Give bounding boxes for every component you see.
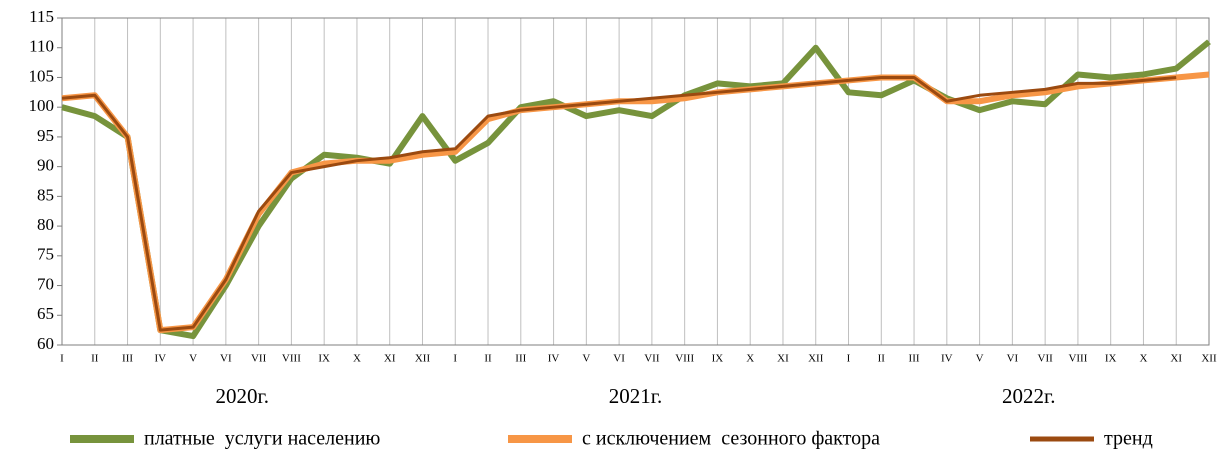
legend-label: тренд — [1104, 428, 1153, 450]
x-tick-label: XI — [1170, 353, 1182, 365]
x-tick-label: VII — [251, 353, 267, 365]
x-tick-label: II — [878, 353, 886, 365]
x-tick-label: V — [189, 353, 197, 365]
x-tick-label: X — [353, 353, 361, 365]
y-tick-label: 110 — [29, 37, 54, 56]
y-tick-label: 115 — [29, 7, 54, 26]
x-tick-label: III — [909, 353, 920, 365]
x-tick-label: XII — [1201, 353, 1217, 365]
x-tick-label: XI — [384, 353, 396, 365]
x-tick-label: V — [582, 353, 590, 365]
x-tick-label: VIII — [1068, 353, 1087, 365]
x-tick-label: VII — [644, 353, 660, 365]
x-tick-label: IV — [155, 353, 167, 365]
year-label: 2021г. — [609, 384, 663, 408]
x-tick-label: V — [976, 353, 984, 365]
y-tick-label: 60 — [37, 334, 54, 353]
y-tick-label: 105 — [29, 66, 55, 85]
y-tick-label: 75 — [37, 245, 54, 264]
x-tick-label: I — [60, 353, 64, 365]
x-tick-label: IX — [1105, 353, 1117, 365]
x-tick-label: IV — [548, 353, 560, 365]
x-tick-label: X — [1139, 353, 1147, 365]
y-tick-label: 90 — [37, 156, 54, 175]
x-tick-label: III — [515, 353, 526, 365]
x-tick-label: IX — [712, 353, 724, 365]
x-tick-label: IX — [318, 353, 330, 365]
y-tick-label: 70 — [37, 274, 54, 293]
x-tick-label: XII — [415, 353, 431, 365]
x-tick-label: I — [847, 353, 851, 365]
y-tick-label: 80 — [37, 215, 54, 234]
y-tick-label: 85 — [37, 185, 54, 204]
x-tick-label: VI — [220, 353, 232, 365]
plot-frame — [61, 17, 1210, 346]
x-tick-label: XI — [777, 353, 789, 365]
x-tick-label: VI — [613, 353, 625, 365]
x-tick-label: VIII — [675, 353, 694, 365]
x-tick-label: I — [453, 353, 457, 365]
legend-label: с исключением сезонного фактора — [582, 428, 880, 450]
x-tick-label: III — [122, 353, 133, 365]
series-line — [61, 39, 1211, 340]
x-tick-label: XII — [808, 353, 824, 365]
legend-label: платные услуги населению — [144, 428, 380, 450]
y-tick-label: 65 — [37, 304, 54, 323]
x-tick-label: II — [484, 353, 492, 365]
y-tick-label: 95 — [37, 126, 54, 145]
y-tick-label: 100 — [29, 96, 55, 115]
x-tick-label: II — [91, 353, 99, 365]
x-tick-label: VII — [1038, 353, 1054, 365]
series-line — [61, 75, 1177, 332]
x-tick-label: X — [746, 353, 754, 365]
year-label: 2020г. — [215, 384, 269, 408]
x-tick-label: VIII — [282, 353, 301, 365]
x-tick-label: VI — [1007, 353, 1019, 365]
x-tick-label: IV — [941, 353, 953, 365]
year-label: 2022г. — [1002, 384, 1056, 408]
